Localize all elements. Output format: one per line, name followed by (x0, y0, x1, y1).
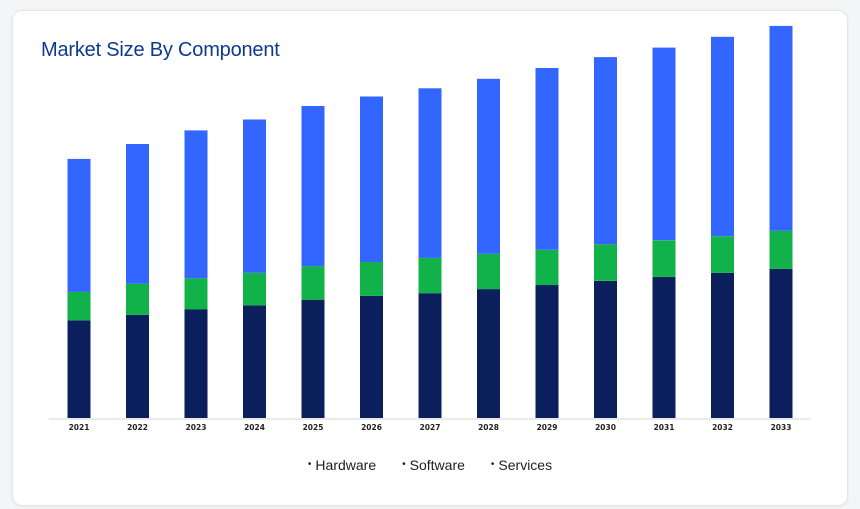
bar-software-2021 (67, 291, 91, 321)
legend-label: Hardware (315, 457, 377, 473)
x-tick-label-2030: 2030 (595, 423, 616, 432)
bar-services-2032 (711, 36, 734, 237)
x-tick-label-2021: 2021 (69, 423, 90, 432)
x-tick-label-2025: 2025 (303, 423, 324, 432)
x-tick-labels: 2021 2022 2023 2024 2025 2026 2027 2028 2029 2030… (69, 423, 792, 432)
bar-hardware-2027 (418, 293, 442, 418)
x-tick-label-2024: 2024 (244, 423, 265, 432)
legend-item-software: • Software (402, 457, 465, 473)
bar-software-2033 (769, 230, 793, 269)
bar-software-2031 (652, 240, 676, 277)
bar-hardware-2028 (477, 289, 500, 418)
bar-services-2024 (243, 119, 266, 273)
bar-hardware-2031 (652, 276, 676, 418)
legend: • Hardware • Software • Services (13, 457, 847, 473)
bar-services-2027 (418, 88, 442, 258)
bar-hardware-2021 (67, 320, 91, 418)
bar-services-2030 (594, 57, 617, 245)
bar-software-2026 (360, 262, 383, 296)
bar-software-2029 (535, 249, 559, 286)
x-tick-label-2032: 2032 (712, 423, 733, 432)
bar-hardware-2024 (243, 305, 266, 418)
bar-hardware-2025 (301, 300, 325, 418)
bar-hardware-2033 (769, 268, 793, 418)
x-tick-label-2031: 2031 (654, 423, 675, 432)
bar-hardware-2023 (184, 309, 208, 418)
legend-item-hardware: • Hardware (308, 457, 376, 473)
bar-software-2025 (301, 266, 325, 300)
bar-services-2023 (184, 130, 208, 279)
chart-title: Market Size By Component (41, 39, 280, 61)
bar-software-2023 (184, 278, 208, 310)
legend-bullet-icon: • (307, 459, 312, 470)
bar-services-2025 (301, 106, 325, 267)
bar-hardware-2032 (711, 272, 734, 418)
legend-item-services: • Services (491, 457, 552, 473)
bar-software-2030 (594, 244, 617, 281)
x-tick-label-2029: 2029 (537, 423, 558, 432)
x-tick-label-2027: 2027 (420, 423, 441, 432)
legend-bullet-icon: • (490, 459, 495, 470)
legend-label: Services (498, 457, 553, 473)
x-tick-label-2023: 2023 (186, 423, 207, 432)
bar-hardware-2030 (594, 281, 617, 418)
bar-hardware-2029 (535, 285, 559, 418)
bar-software-2022 (126, 283, 149, 315)
bar-services-2031 (652, 47, 676, 241)
legend-label: Software (409, 457, 465, 473)
bar-services-2021 (67, 158, 91, 292)
chart-card: Market Size By Component 2021 2022 2023 202… (12, 10, 848, 506)
bar-software-2028 (477, 253, 500, 290)
bar-hardware-2022 (126, 314, 149, 418)
x-tick-label-2028: 2028 (478, 423, 499, 432)
stacked-bar-chart: 2021 2022 2023 2024 2025 2026 2027 2028 2029 2030… (49, 25, 811, 432)
bar-services-2026 (360, 96, 383, 262)
x-tick-label-2026: 2026 (361, 423, 382, 432)
bar-services-2029 (535, 68, 559, 250)
x-tick-label-2022: 2022 (127, 423, 148, 432)
bar-services-2028 (477, 78, 500, 254)
bar-software-2027 (418, 257, 442, 294)
bar-hardware-2026 (360, 295, 383, 418)
bar-software-2024 (243, 272, 266, 306)
bar-software-2032 (711, 236, 734, 273)
bar-services-2033 (769, 25, 793, 231)
bars-group (67, 25, 793, 418)
legend-bullet-icon: • (402, 459, 406, 470)
x-tick-label-2033: 2033 (771, 423, 792, 432)
bar-services-2022 (126, 144, 149, 284)
